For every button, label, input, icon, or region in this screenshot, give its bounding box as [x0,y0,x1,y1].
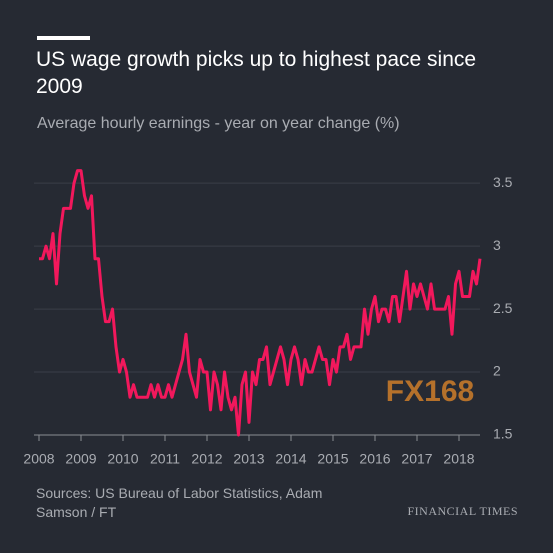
x-tick-label: 2010 [107,451,138,467]
x-tick-label: 2009 [65,451,96,467]
y-tick-label: 1.5 [493,426,513,442]
chart-subtitle: Average hourly earnings - year on year c… [37,115,400,132]
x-tick-label: 2012 [191,451,222,467]
x-tick-label: 2011 [150,451,180,467]
x-tick-label: 2008 [23,451,54,467]
source: Sources: US Bureau of Labor Statistics, … [36,485,323,520]
y-tick-label: 2 [493,363,501,379]
y-tick-label: 3 [493,237,501,253]
data-line [39,169,482,437]
watermark: FX168 [386,375,474,408]
chart-title: US wage growth picks up to highest pace … [36,48,477,98]
x-tick-label: 2014 [275,451,306,467]
x-tick-label: 2017 [401,451,432,467]
x-tick-label: 2015 [317,451,348,467]
x-tick-label: 2013 [233,451,264,467]
brand: FINANCIAL TIMES [407,504,518,518]
y-tick-label: 2.5 [493,300,513,316]
source-box: Sources: US Bureau of Labor Statistics, … [36,485,323,520]
y-tick-label: 3.5 [493,174,513,190]
x-tick-label: 2016 [359,451,390,467]
title-bar [37,36,90,40]
x-tick-label: 2018 [443,451,474,467]
title-box: US wage growth picks up to highest pace … [36,48,477,98]
